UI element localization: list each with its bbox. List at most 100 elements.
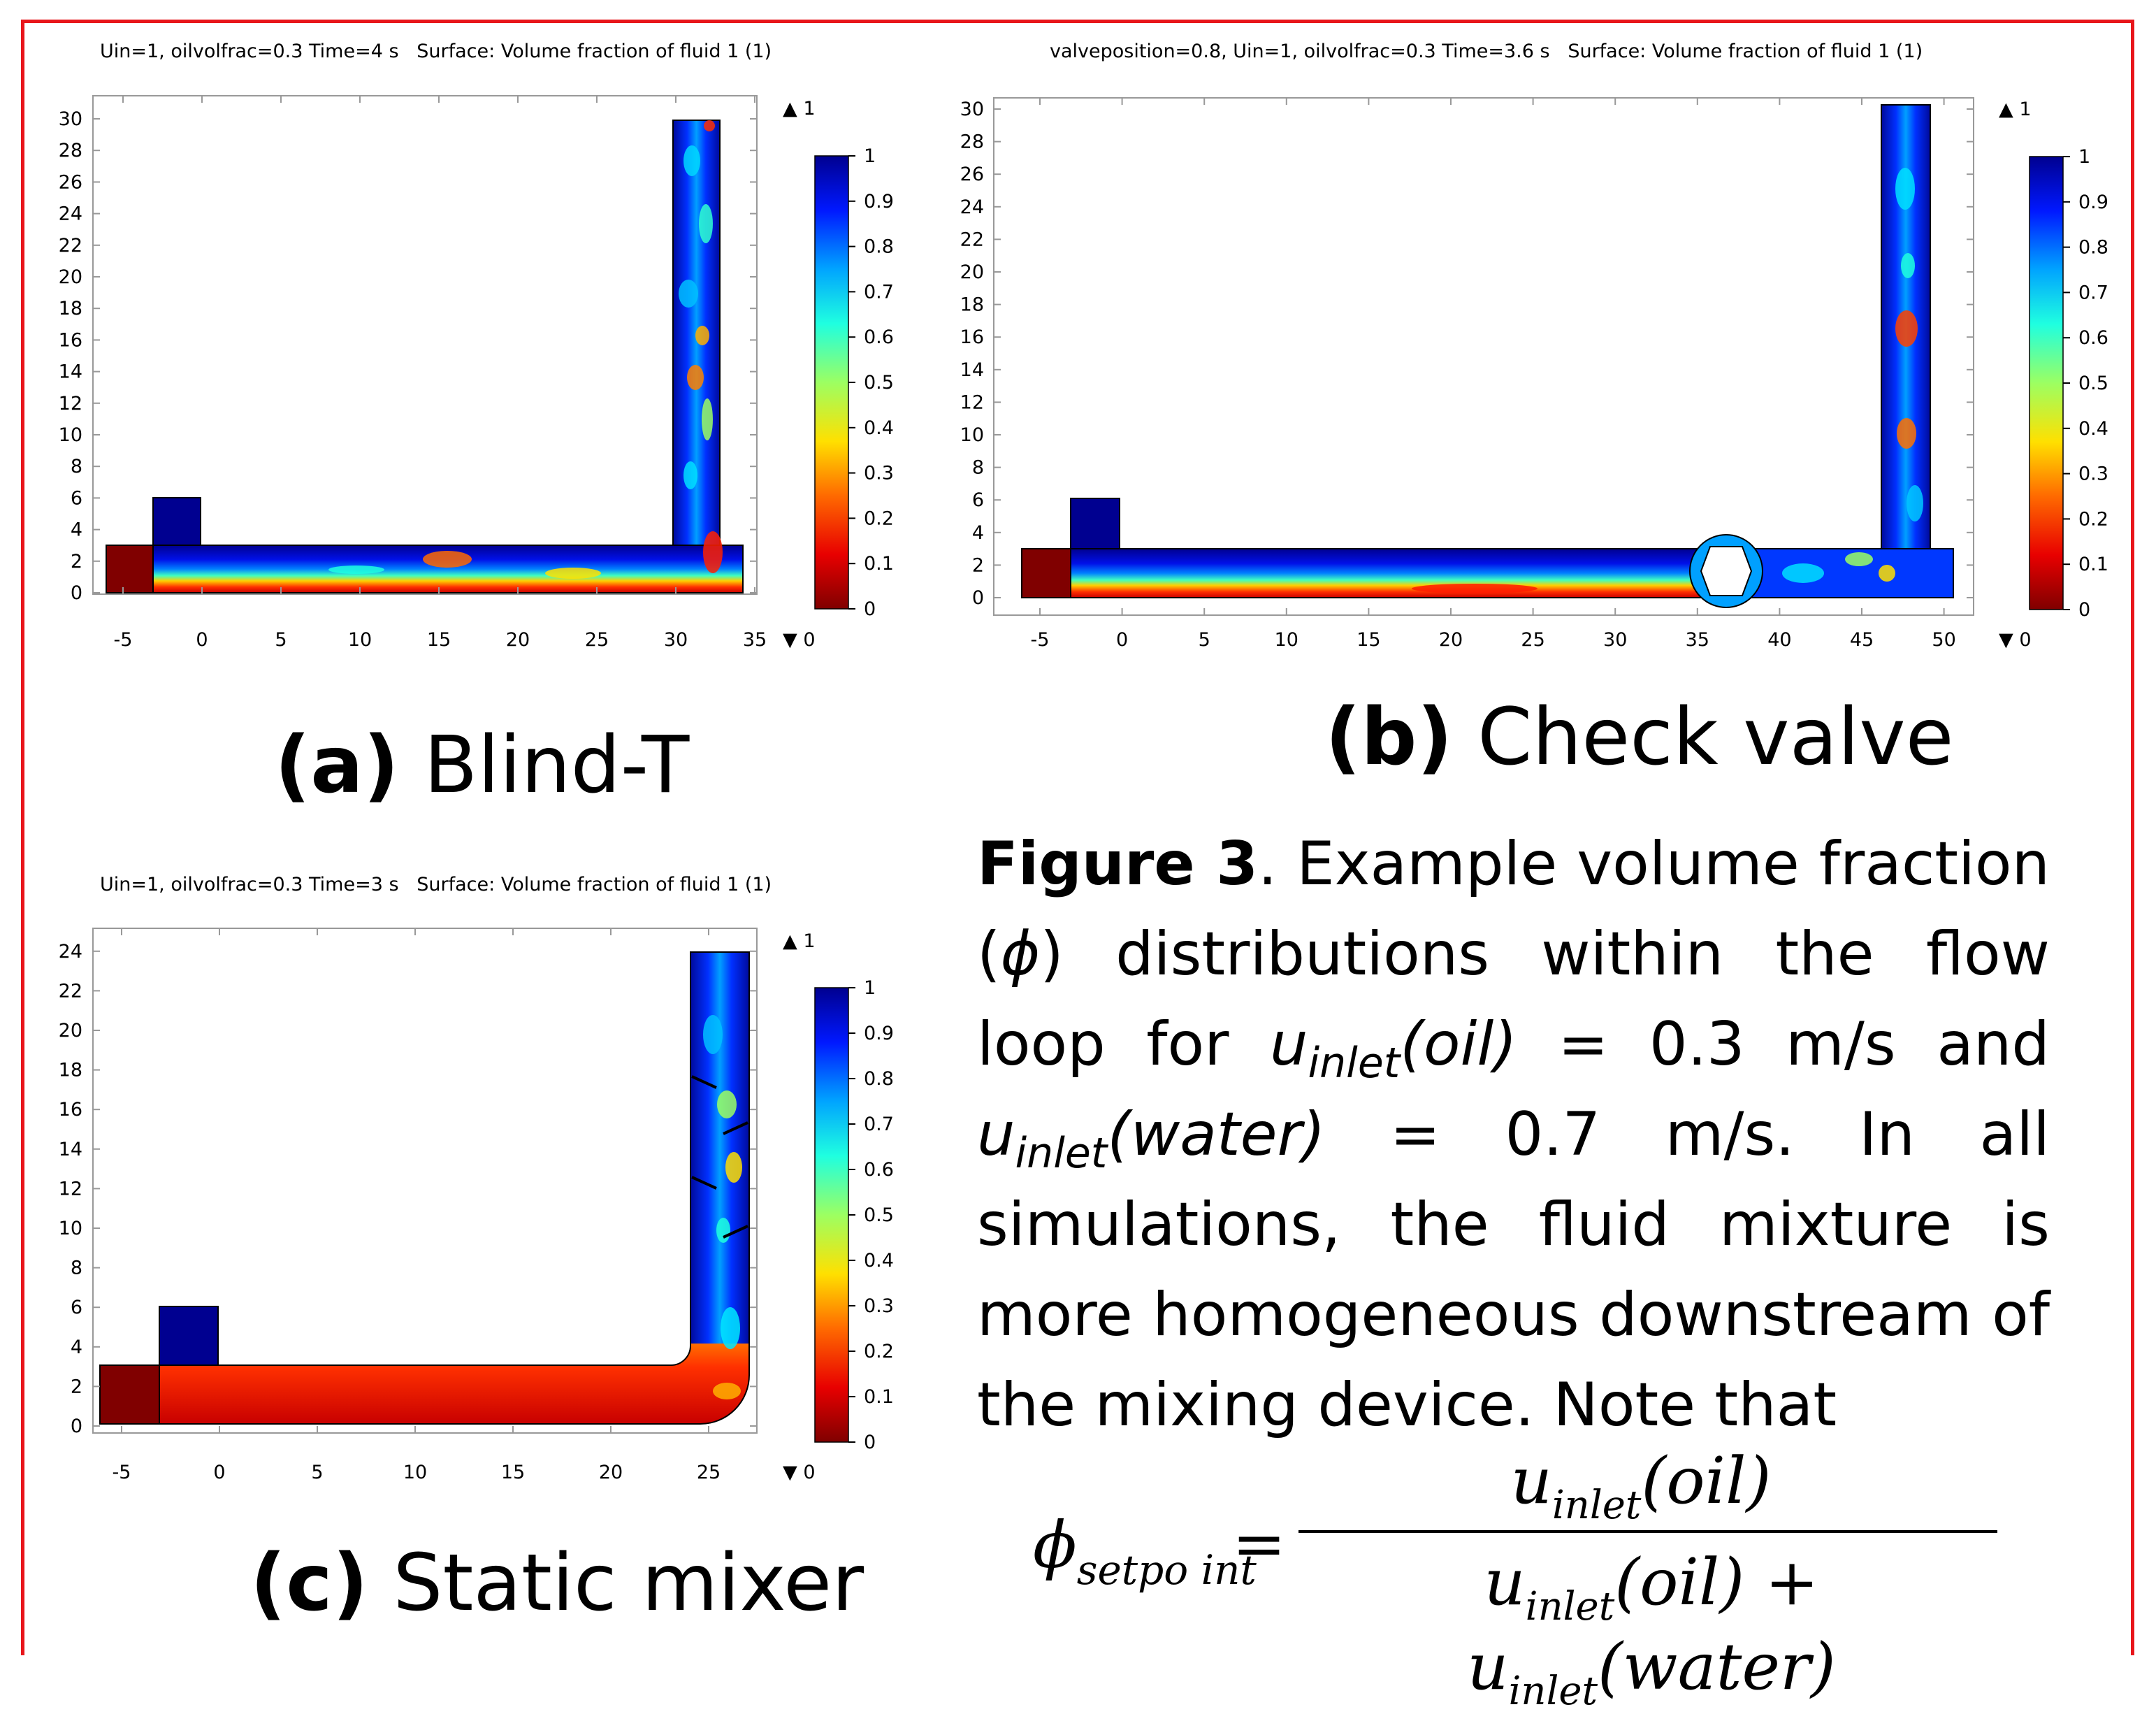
- plot-c-ytick-label: 8: [71, 1258, 82, 1279]
- eq-den-plus: +: [1744, 1545, 1819, 1620]
- plot-b-colorbar: [2029, 156, 2064, 610]
- plot-b-xtick-label: 10: [1275, 629, 1298, 651]
- plot-a-colorbar: [814, 155, 849, 610]
- plot-a-colorbar-label: 0.8: [864, 236, 894, 258]
- plot-a-ytick-label: 26: [59, 171, 82, 193]
- plot-a-xtick-label: 35: [743, 629, 767, 651]
- plot-a-axes-box: [92, 95, 758, 595]
- plot-a-ytick-label: 14: [59, 361, 82, 383]
- plot-a-ytick-label: 30: [59, 108, 82, 130]
- plot-a-xtick-label: 20: [506, 629, 530, 651]
- plot-a-ytick-label: 4: [71, 519, 82, 541]
- plot-a-colorbar-label: 1: [864, 145, 876, 167]
- plot-c-xtick-label: 5: [311, 1462, 323, 1483]
- equation-denominator: uinlet(oil) + uinlet(water): [1292, 1545, 2011, 1714]
- eq-num-oil: (oil): [1641, 1443, 1772, 1518]
- equation-equals: =: [1232, 1506, 1287, 1581]
- plot-b-colorbar-label: 0.8: [2078, 237, 2108, 259]
- plot-c-xtick-label: 10: [403, 1462, 427, 1483]
- plot-c-colorbar-label: 0.9: [864, 1023, 894, 1044]
- plot-a-xtick-label: 25: [585, 629, 609, 651]
- plot-a: -5 0 5 10 15 20 25 30 35 02468101214161820222426…: [59, 95, 894, 651]
- plot-b-xtick-label: 20: [1439, 629, 1463, 651]
- plot-b-xtick-label: 40: [1767, 629, 1791, 651]
- equation-numerator: uinlet(oil): [1292, 1443, 1990, 1528]
- plot-a-xtick-label: 0: [196, 629, 208, 651]
- plot-c-pipe: [159, 951, 750, 1425]
- plot-c-title: Uin=1, oilvolfrac=0.3 Time=3 s Surface: …: [100, 874, 772, 895]
- caption-b-text: Check valve: [1452, 692, 1954, 783]
- plot-a-colorbar-label: 0.1: [864, 553, 894, 575]
- plot-a-colorbar-label: 0: [864, 598, 876, 620]
- plot-a-oil-inlet: [106, 545, 154, 593]
- plot-a-ytick-label: 24: [59, 203, 82, 225]
- plot-c-baffle-3: [691, 1176, 717, 1190]
- plot-b-colorbar-label: 0.9: [2078, 192, 2108, 213]
- plot-c-colorbar-label: 0.2: [864, 1341, 894, 1362]
- plot-b-ytick-label: 26: [960, 164, 984, 185]
- eq-den-oil: (oil): [1614, 1545, 1745, 1620]
- plot-c-colorbar-label: 0.5: [864, 1204, 894, 1226]
- plot-a-ytick-label: 2: [71, 551, 82, 572]
- plot-a-geometry: [106, 120, 744, 593]
- oil-label: (oil): [1400, 1009, 1517, 1079]
- plot-c-colorbar-label: 0: [864, 1432, 876, 1453]
- plot-a-xtick-label: 30: [664, 629, 688, 651]
- plot-c-colorbar-label: 0.6: [864, 1159, 894, 1181]
- plot-c-colorbar-label: 0.4: [864, 1250, 894, 1272]
- plot-c-ytick-label: 18: [59, 1060, 82, 1081]
- figure-caption: Figure 3. Example volume fraction (ϕ) di…: [977, 819, 2050, 1450]
- plot-b-ytick-label: 2: [972, 554, 984, 576]
- eq-setpoint-subscript: setpo int: [1076, 1546, 1257, 1594]
- plot-b-water-inlet: [1070, 498, 1120, 549]
- plot-a-colorbar-label: 0.3: [864, 463, 894, 484]
- eq-den-water: (water): [1598, 1629, 1836, 1704]
- plot-b-xtick-label: 45: [1850, 629, 1874, 651]
- plot-c-xtick-label: 15: [501, 1462, 525, 1483]
- plot-c-xtick-label: 0: [213, 1462, 225, 1483]
- plot-b-ytick-label: 18: [960, 294, 984, 316]
- plot-c-ytick-label: 14: [59, 1139, 82, 1160]
- plot-a-xtick-label: -5: [114, 629, 133, 651]
- plot-b-ytick-label: 4: [972, 522, 984, 544]
- plot-b-colorbar-label: 1: [2078, 146, 2090, 168]
- plot-c-ytick-label: 0: [71, 1416, 82, 1437]
- u-symbol-oil: u: [1269, 1009, 1308, 1079]
- plot-b-title: valveposition=0.8, Uin=1, oilvolfrac=0.3…: [1050, 41, 1923, 62]
- plot-c-water-inlet: [159, 1306, 219, 1366]
- plot-b-xtick-label: 15: [1356, 629, 1380, 651]
- plot-a-ytick-label: 0: [71, 582, 82, 604]
- plot-b-ytick-label: 30: [960, 99, 984, 120]
- plot-a-ytick-label: 6: [71, 487, 82, 509]
- plot-a-max-marker: ▲ 1: [783, 98, 816, 120]
- plot-c-colorbar-label: 0.7: [864, 1114, 894, 1135]
- plot-c-xtick-label: 20: [599, 1462, 623, 1483]
- plot-a-ytick-label: 12: [59, 393, 82, 415]
- plot-a-ytick-label: 10: [59, 424, 82, 446]
- plot-b-ytick-label: 0: [972, 587, 984, 609]
- caption-part-1: . Example volume fraction (: [977, 829, 2050, 989]
- eq-num-inlet: inlet: [1551, 1483, 1642, 1528]
- plot-b-ytick-label: 20: [960, 261, 984, 283]
- plot-c-ytick-label: 22: [59, 980, 82, 1002]
- plot-b-colorbar-label: 0.1: [2078, 554, 2108, 575]
- plot-c-geometry: [99, 951, 750, 1425]
- eq-den-u1: u: [1484, 1545, 1526, 1620]
- plot-b-max-marker: ▲ 1: [1999, 99, 2032, 120]
- plot-b-oil-inlet: [1021, 548, 1071, 598]
- plot-a-colorbar-label: 0.4: [864, 417, 894, 439]
- caption-b-label: (b): [1325, 692, 1453, 783]
- plot-c-ytick-label: 6: [71, 1297, 82, 1318]
- setpoint-equation: ϕsetpo int = uinlet(oil) uinlet(oil) + u…: [1033, 1443, 2011, 1714]
- plot-a-ytick-label: 18: [59, 298, 82, 319]
- fraction-bar: [1298, 1530, 1997, 1533]
- plot-c-ytick-label: 12: [59, 1178, 82, 1200]
- plot-c-colorbar-label: 1: [864, 977, 876, 999]
- plot-b-axes-box: [993, 97, 1974, 616]
- poster-frame: [21, 20, 2134, 1655]
- eq-den-inlet2: inlet: [1508, 1669, 1598, 1714]
- plot-b-xtick-label: 50: [1932, 629, 1955, 651]
- inlet-subscript-oil: inlet: [1308, 1039, 1401, 1088]
- plot-c-ytick-label: 16: [59, 1099, 82, 1121]
